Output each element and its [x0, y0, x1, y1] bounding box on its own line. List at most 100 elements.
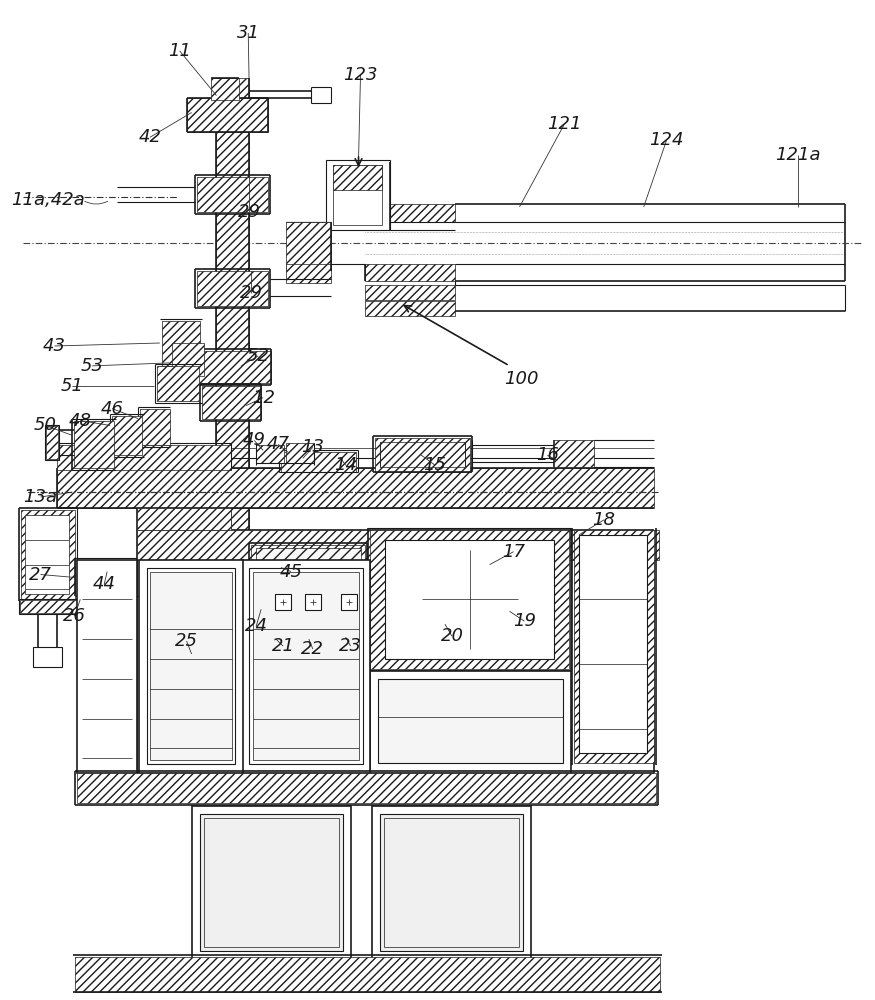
- Bar: [385, 540, 554, 659]
- Bar: [77, 773, 655, 803]
- Text: 26: 26: [63, 607, 86, 625]
- Bar: [256, 445, 284, 463]
- Circle shape: [212, 768, 221, 778]
- Bar: [58, 468, 654, 508]
- Text: 121a: 121a: [775, 146, 821, 164]
- Bar: [373, 806, 531, 960]
- Bar: [186, 98, 268, 132]
- Text: 17: 17: [502, 543, 525, 561]
- Bar: [579, 535, 647, 753]
- Text: 19: 19: [513, 612, 536, 630]
- Text: 16: 16: [536, 446, 559, 464]
- Text: 13: 13: [301, 438, 325, 456]
- Bar: [375, 438, 470, 472]
- Text: 15: 15: [424, 456, 446, 474]
- Circle shape: [158, 768, 169, 778]
- Bar: [249, 568, 362, 764]
- Bar: [370, 530, 569, 669]
- Text: 44: 44: [93, 575, 116, 593]
- Text: 13a: 13a: [24, 488, 58, 506]
- Circle shape: [466, 610, 473, 618]
- Bar: [112, 416, 142, 455]
- Bar: [275, 594, 291, 610]
- Bar: [253, 572, 359, 760]
- Bar: [381, 814, 523, 951]
- Text: 47: 47: [267, 435, 290, 453]
- Bar: [197, 177, 268, 212]
- Text: 50: 50: [34, 416, 57, 434]
- Bar: [204, 818, 339, 947]
- Bar: [157, 366, 199, 401]
- Bar: [58, 445, 231, 470]
- Bar: [74, 421, 114, 468]
- Bar: [286, 222, 331, 271]
- Bar: [340, 594, 356, 610]
- Bar: [242, 560, 370, 773]
- Bar: [216, 78, 249, 530]
- Text: 46: 46: [101, 400, 123, 418]
- Text: 12: 12: [252, 389, 275, 407]
- Text: 52: 52: [247, 347, 270, 365]
- Circle shape: [446, 610, 454, 618]
- Text: 100: 100: [504, 370, 539, 388]
- Bar: [251, 545, 366, 589]
- Bar: [366, 204, 455, 222]
- Bar: [137, 508, 231, 530]
- Text: 42: 42: [138, 128, 161, 146]
- Bar: [150, 572, 233, 760]
- Bar: [140, 409, 170, 445]
- Bar: [554, 440, 594, 467]
- Bar: [331, 208, 385, 226]
- Bar: [384, 818, 520, 947]
- Text: 21: 21: [271, 637, 295, 655]
- Bar: [162, 321, 200, 366]
- Text: 24: 24: [245, 617, 268, 635]
- Bar: [331, 184, 385, 206]
- Bar: [200, 814, 343, 951]
- Circle shape: [38, 543, 61, 567]
- Bar: [75, 957, 660, 992]
- Text: 23: 23: [340, 637, 362, 655]
- Bar: [281, 452, 355, 472]
- Bar: [46, 426, 59, 459]
- Circle shape: [456, 610, 464, 618]
- Bar: [370, 671, 571, 773]
- Bar: [331, 162, 385, 182]
- Bar: [137, 530, 659, 560]
- Bar: [45, 425, 60, 460]
- Bar: [286, 264, 331, 283]
- Bar: [332, 165, 382, 190]
- Text: 29: 29: [240, 284, 262, 302]
- Circle shape: [458, 587, 482, 611]
- Bar: [21, 510, 75, 599]
- Circle shape: [436, 610, 444, 618]
- Circle shape: [278, 597, 288, 607]
- Text: 49: 49: [242, 431, 266, 449]
- Text: 29: 29: [238, 203, 261, 221]
- Bar: [286, 443, 314, 463]
- Bar: [77, 560, 137, 594]
- Bar: [32, 647, 62, 667]
- Text: 20: 20: [440, 627, 464, 645]
- Bar: [378, 679, 564, 763]
- Bar: [304, 594, 321, 610]
- Text: 51: 51: [61, 377, 84, 395]
- Text: 27: 27: [29, 566, 52, 584]
- Bar: [366, 285, 455, 300]
- Bar: [212, 78, 239, 100]
- Bar: [77, 560, 137, 773]
- Bar: [326, 160, 390, 230]
- Text: 121: 121: [547, 115, 582, 133]
- Bar: [20, 600, 77, 613]
- Text: 53: 53: [80, 357, 104, 375]
- Text: 45: 45: [279, 563, 303, 581]
- Text: 31: 31: [237, 24, 260, 42]
- Bar: [24, 515, 69, 594]
- Bar: [574, 530, 654, 763]
- Bar: [147, 568, 235, 764]
- Bar: [381, 442, 465, 467]
- Bar: [172, 343, 204, 376]
- Text: 22: 22: [301, 640, 325, 658]
- Circle shape: [308, 597, 318, 607]
- Bar: [193, 351, 271, 383]
